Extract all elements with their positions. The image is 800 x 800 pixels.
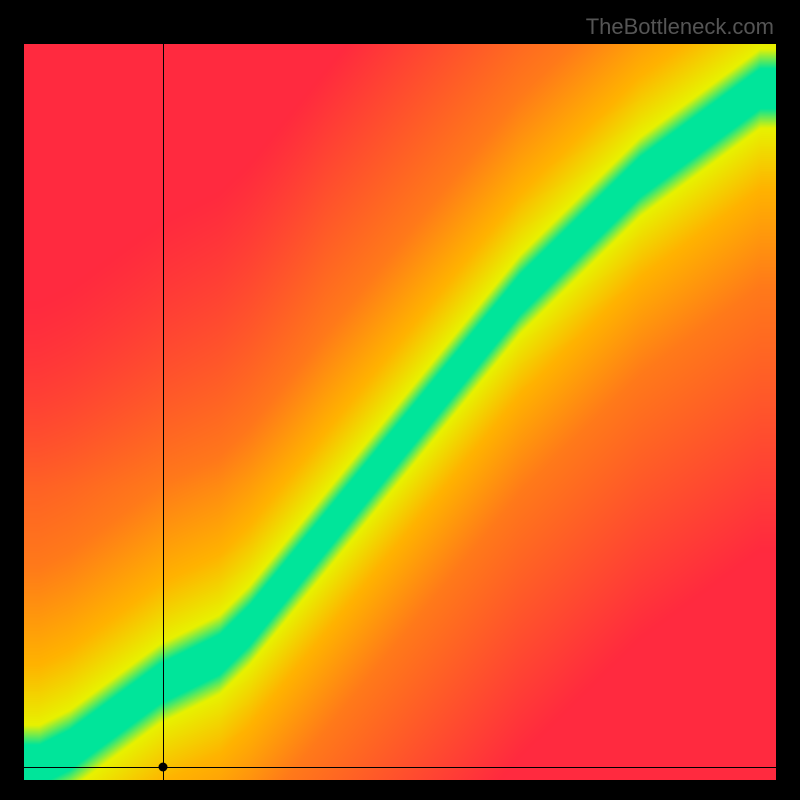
crosshair-vertical	[163, 44, 164, 780]
crosshair-marker	[159, 762, 168, 771]
heatmap-frame	[24, 44, 776, 780]
watermark-text: TheBottleneck.com	[586, 14, 774, 40]
crosshair-horizontal	[24, 767, 776, 768]
bottleneck-heatmap	[24, 44, 776, 780]
